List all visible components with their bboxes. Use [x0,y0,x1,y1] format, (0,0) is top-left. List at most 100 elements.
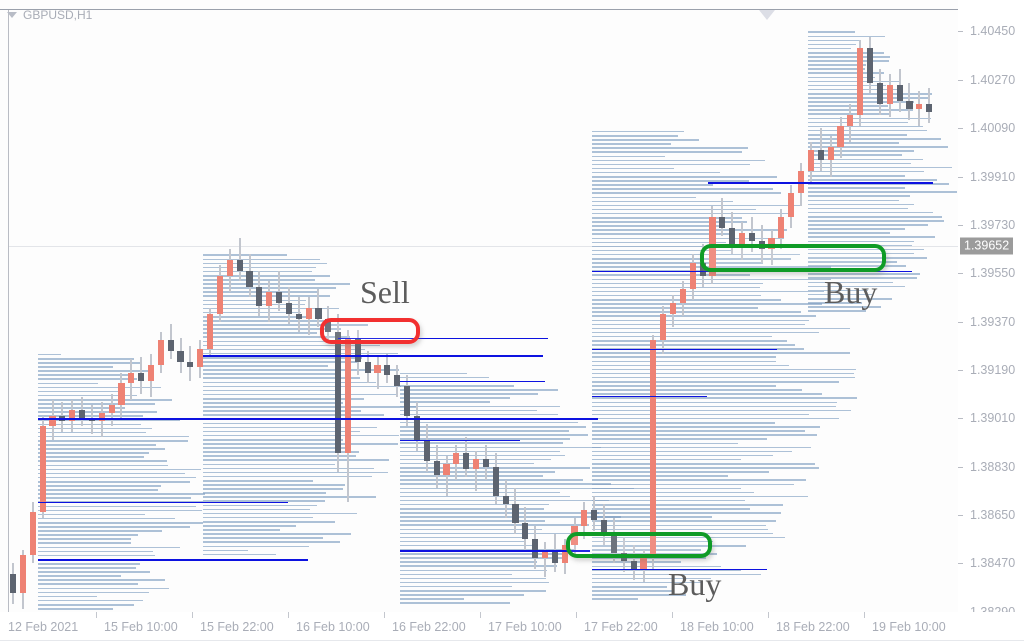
volume-profile-bar [400,487,634,490]
volume-profile-bar [400,397,510,399]
volume-profile-bar [203,410,362,412]
price-axis[interactable]: 1.40450 1.40270 1.40090 1.39910 1.39730 1.395… [958,0,1024,619]
volume-profile-bar [400,577,547,580]
volume-profile-bar [592,389,802,391]
volume-profile-bar [400,393,538,395]
volume-profile-bar [592,479,807,481]
volume-profile-bar [808,187,906,189]
volume-profile-bar [203,479,314,482]
candle-body [689,262,696,290]
candle-body [236,259,243,271]
volume-profile-bar [592,463,816,465]
volume-profile-bar [592,504,784,506]
volume-profile-bar [808,252,915,255]
point-of-control-line [338,337,548,340]
volume-profile-bar [38,534,139,536]
candle-body [896,85,903,102]
candle-wick [819,128,822,172]
volume-profile-bar [203,340,332,343]
volume-profile-bar [203,475,373,478]
candle-body [78,410,86,419]
candle-body [98,413,105,422]
volume-profile-bar [592,586,668,588]
candle-body [610,533,618,553]
volume-profile-bar [592,294,761,297]
candle-body [344,337,352,454]
volume-profile-bar [38,509,203,512]
time-axis[interactable]: 12 Feb 2021 15 Feb 10:00 15 Feb 22:00 16 Fe… [0,612,1024,641]
candle-body [660,313,667,341]
buy-signal-box[interactable] [566,532,712,558]
point-of-control-line [400,550,590,552]
time-tick [672,612,673,618]
point-of-control-line [203,355,543,357]
point-of-control-line [38,501,288,504]
candle-body [216,275,224,314]
volume-profile-bar [400,434,589,436]
volume-profile-bar [38,357,135,360]
volume-profile-bar [38,374,129,376]
volume-profile-bar [592,372,854,375]
candle-wick [278,270,281,311]
volume-profile-bar [203,299,306,302]
volume-profile-bar [400,491,560,494]
volume-profile-bar [203,320,333,322]
volume-profile-bar [38,398,172,401]
volume-profile-bar [400,553,565,555]
volume-profile-bar [808,97,928,99]
volume-profile-bar [808,162,912,165]
candle-body [581,509,588,526]
volume-profile-bar [400,454,566,457]
candle-body [187,361,194,368]
volume-profile-bar [808,215,943,218]
volume-profile-bar [38,386,162,389]
candle-body [886,85,893,105]
volume-profile-bar [203,369,400,371]
candle-body [729,227,736,244]
candle-body [138,372,145,381]
volume-profile-bar [38,485,162,487]
volume-profile-bar [592,520,777,522]
sell-signal-box[interactable] [320,318,420,344]
triangle-down-icon[interactable] [7,12,17,18]
volume-profile-bar [203,496,377,498]
volume-profile-bar [203,406,418,408]
candle-body [482,458,489,467]
volume-profile-bar [203,393,398,396]
volume-profile-bar [808,60,890,62]
candle-body [532,539,539,559]
candle-body [778,216,785,239]
time-axis-label: 15 Feb 10:00 [104,620,178,634]
point-of-control-line [400,380,545,383]
volume-profile-bar [592,545,747,547]
volume-profile-bar [592,471,770,473]
chart-plot-area[interactable] [8,10,958,612]
volume-profile-bar [203,447,349,449]
symbol-label-group[interactable]: GBPUSD,H1 [7,8,92,22]
volume-profile-bar [203,381,377,384]
volume-profile-bar [808,203,914,206]
volume-profile-bar [38,521,203,524]
volume-profile-bar [808,302,863,304]
volume-profile-bar [400,508,544,510]
candle-body [19,555,27,593]
volume-profile-bar [400,598,465,600]
candle-body [453,453,460,465]
point-of-control-line [592,395,707,398]
volume-profile-bar [592,196,697,199]
volume-profile-bar [592,167,675,170]
buy-signal-box[interactable] [700,244,886,272]
volume-profile-bar [203,385,401,388]
volume-profile-bar [400,520,546,522]
candle-body [59,415,66,422]
price-axis-label: 1.39010 [970,411,1016,426]
candle-body [384,364,391,376]
volume-profile-bar [400,471,555,473]
candle-body [315,308,322,319]
volume-profile-bar [38,517,176,520]
volume-profile-bar [203,467,374,470]
buy-signal-label: Buy [668,566,722,602]
candle-body [906,101,913,110]
volume-profile-bar [203,258,320,261]
volume-profile-bar [808,133,908,136]
